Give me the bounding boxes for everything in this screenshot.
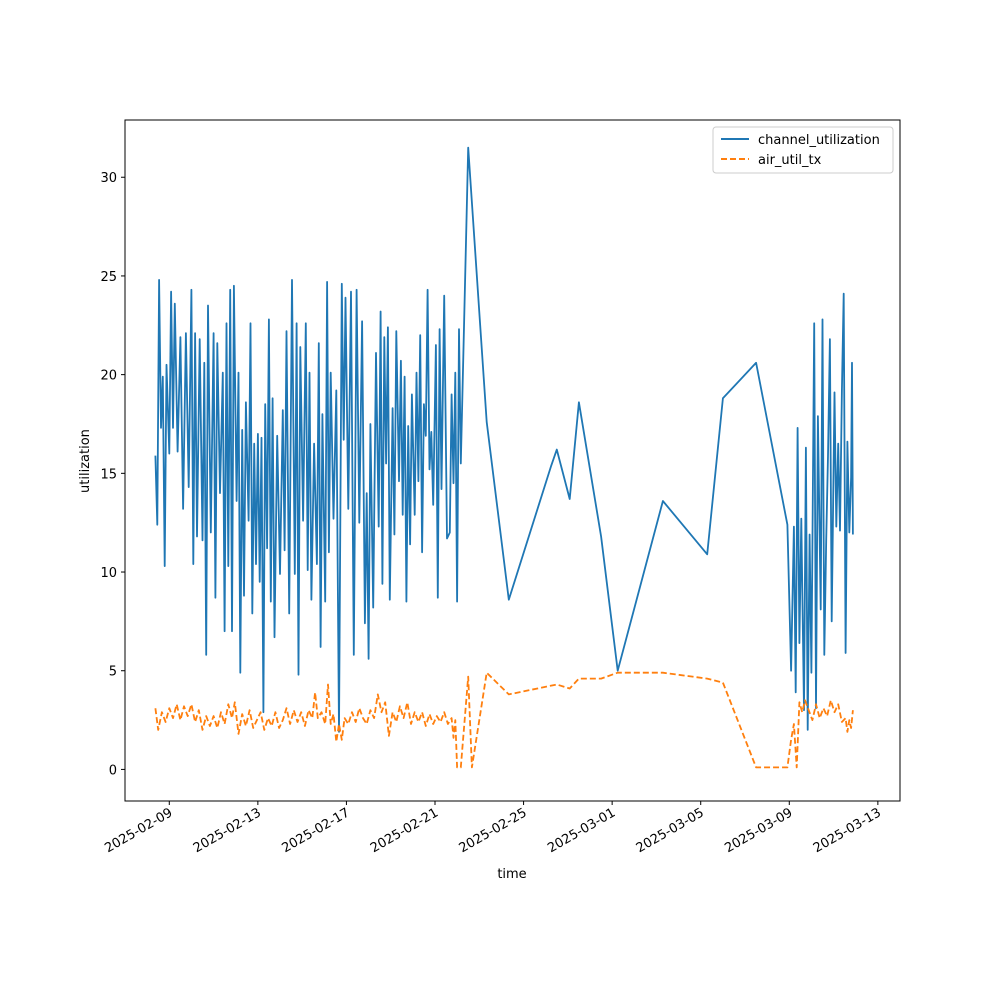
- plot-frame: [124, 119, 901, 802]
- y-tick-label: 0: [109, 763, 117, 778]
- legend-label-channel-utilization: channel_utilization: [758, 133, 880, 148]
- y-tick-label: 15: [100, 467, 117, 482]
- y-tick-label: 5: [109, 665, 117, 680]
- y-tick-label: 30: [100, 171, 117, 186]
- y-axis: 0 5 10 15 20 25 30: [100, 171, 125, 778]
- x-axis-label: time: [497, 867, 526, 882]
- legend-box: [712, 126, 894, 174]
- y-tick-label: 10: [100, 566, 117, 581]
- legend-label-air-util-tx: air_util_tx: [758, 153, 822, 168]
- y-tick-label: 25: [100, 270, 117, 285]
- y-tick-label: 20: [100, 369, 117, 384]
- legend: channel_utilization air_util_tx: [712, 126, 894, 174]
- y-axis-label: utilization: [78, 429, 93, 493]
- series-line-air-util-tx: [154, 671, 854, 769]
- series-line-channel-utilization: [154, 146, 854, 733]
- series-layer: [154, 146, 854, 769]
